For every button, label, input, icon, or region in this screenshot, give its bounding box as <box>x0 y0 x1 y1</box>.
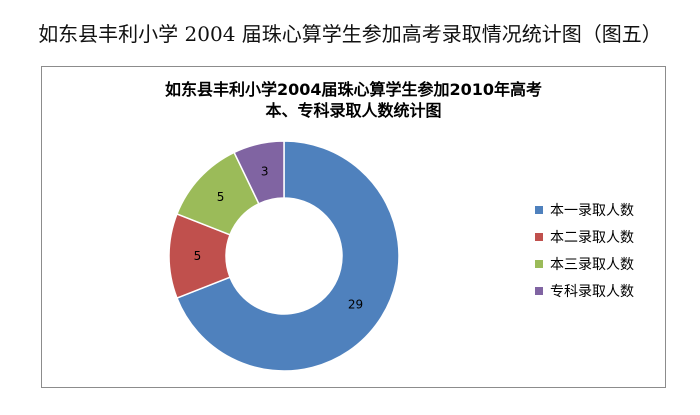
legend-swatch-4 <box>535 287 543 295</box>
chart-title: 如东县丰利小学2004届珠心算学生参加2010年高考 本、专科录取人数统计图 <box>42 79 665 121</box>
legend-label-2: 本二录取人数 <box>550 230 634 246</box>
slice-4 <box>233 140 285 205</box>
chart-title-line-1: 如东县丰利小学2004届珠心算学生参加2010年高考 <box>164 80 543 99</box>
legend-label-4: 专科录取人数 <box>550 284 634 300</box>
chart-title-line-2: 本、专科录取人数统计图 <box>265 101 442 120</box>
data-label-2: 5 <box>194 249 202 263</box>
legend-label-1: 本一录取人数 <box>550 203 634 219</box>
slice-1 <box>175 140 400 372</box>
document-caption: 如东县丰利小学 2004 届珠心算学生参加高考录取情况统计图（图五） <box>38 22 662 46</box>
chart-area: 如东县丰利小学2004届珠心算学生参加2010年高考 本、专科录取人数统计图 2… <box>41 66 666 388</box>
legend-swatch-3 <box>535 260 543 268</box>
legend-swatch-2 <box>535 233 543 241</box>
legend-swatch-1 <box>535 206 543 214</box>
data-label-1: 29 <box>348 298 363 312</box>
data-label-3: 5 <box>217 190 225 204</box>
legend-label-3: 本三录取人数 <box>550 257 634 273</box>
data-label-4: 3 <box>261 165 269 179</box>
